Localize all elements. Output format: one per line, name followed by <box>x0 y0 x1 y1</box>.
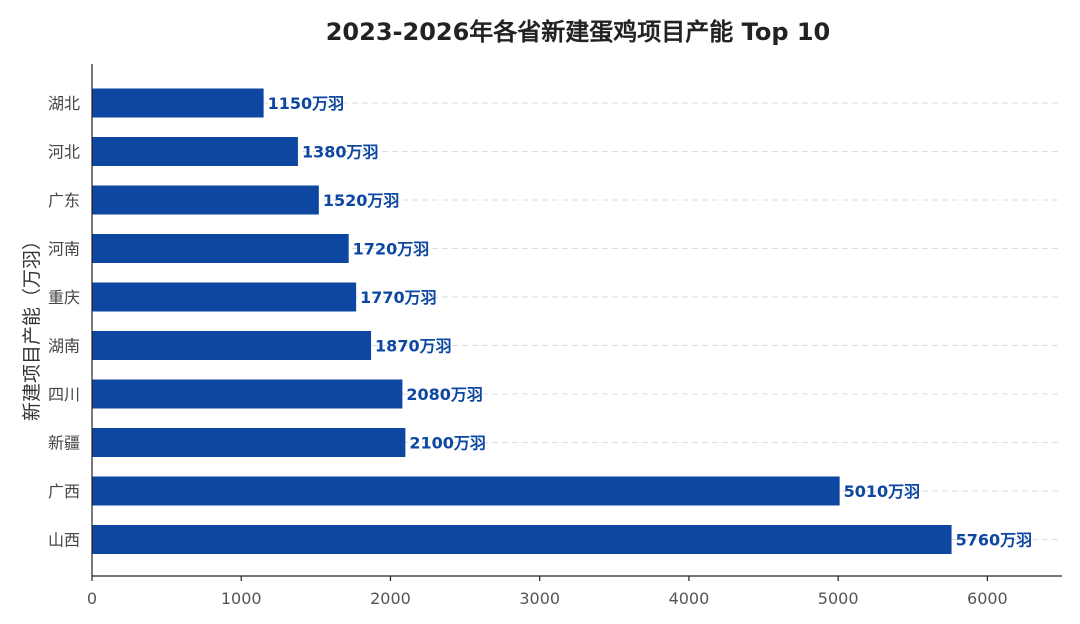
bar-新疆 <box>92 428 406 457</box>
category-label: 四川 <box>48 385 80 404</box>
category-label: 湖北 <box>48 94 80 113</box>
bar-河北 <box>92 137 298 166</box>
bar-山西 <box>92 525 952 554</box>
data-label: 1150万羽 <box>268 94 345 113</box>
data-label: 5760万羽 <box>956 531 1033 550</box>
bar-湖北 <box>92 88 264 118</box>
data-label: 1720万羽 <box>353 240 430 259</box>
data-label: 2100万羽 <box>409 434 486 453</box>
category-label: 广西 <box>48 482 80 501</box>
data-label: 2080万羽 <box>406 385 483 404</box>
category-label: 山西 <box>48 531 80 550</box>
category-label: 河南 <box>48 240 80 259</box>
x-tick-label: 3000 <box>519 589 560 608</box>
data-label: 1870万羽 <box>375 337 452 356</box>
data-label: 1770万羽 <box>360 288 437 307</box>
y-axis-label: 新建项目产能（万羽） <box>21 231 43 421</box>
data-label: 5010万羽 <box>844 482 921 501</box>
bar-四川 <box>92 379 403 409</box>
bar-重庆 <box>92 282 357 312</box>
grid-layer <box>92 102 1062 540</box>
bar-广西 <box>92 476 840 506</box>
x-tick-label: 4000 <box>669 589 710 608</box>
category-label: 河北 <box>48 143 80 162</box>
x-tick-label: 5000 <box>818 589 859 608</box>
category-label: 重庆 <box>48 288 80 307</box>
category-label: 广东 <box>48 191 80 210</box>
bar-湖南 <box>92 331 372 360</box>
data-label: 1520万羽 <box>323 191 400 210</box>
x-tick-label: 1000 <box>221 589 262 608</box>
x-tick-label: 0 <box>87 589 97 608</box>
bar-河南 <box>92 234 349 263</box>
category-label: 湖南 <box>48 337 80 356</box>
axis-layer: 0 1000 2000 3000 4000 5000 6000 <box>87 64 1062 608</box>
chart-title: 2023-2026年各省新建蛋鸡项目产能 Top 10 <box>326 18 831 46</box>
data-label: 1380万羽 <box>302 143 379 162</box>
category-label: 新疆 <box>48 434 80 453</box>
bar-layer <box>92 88 952 554</box>
x-tick-label: 6000 <box>967 589 1008 608</box>
x-tick-label: 2000 <box>370 589 411 608</box>
bar-广东 <box>92 185 319 215</box>
